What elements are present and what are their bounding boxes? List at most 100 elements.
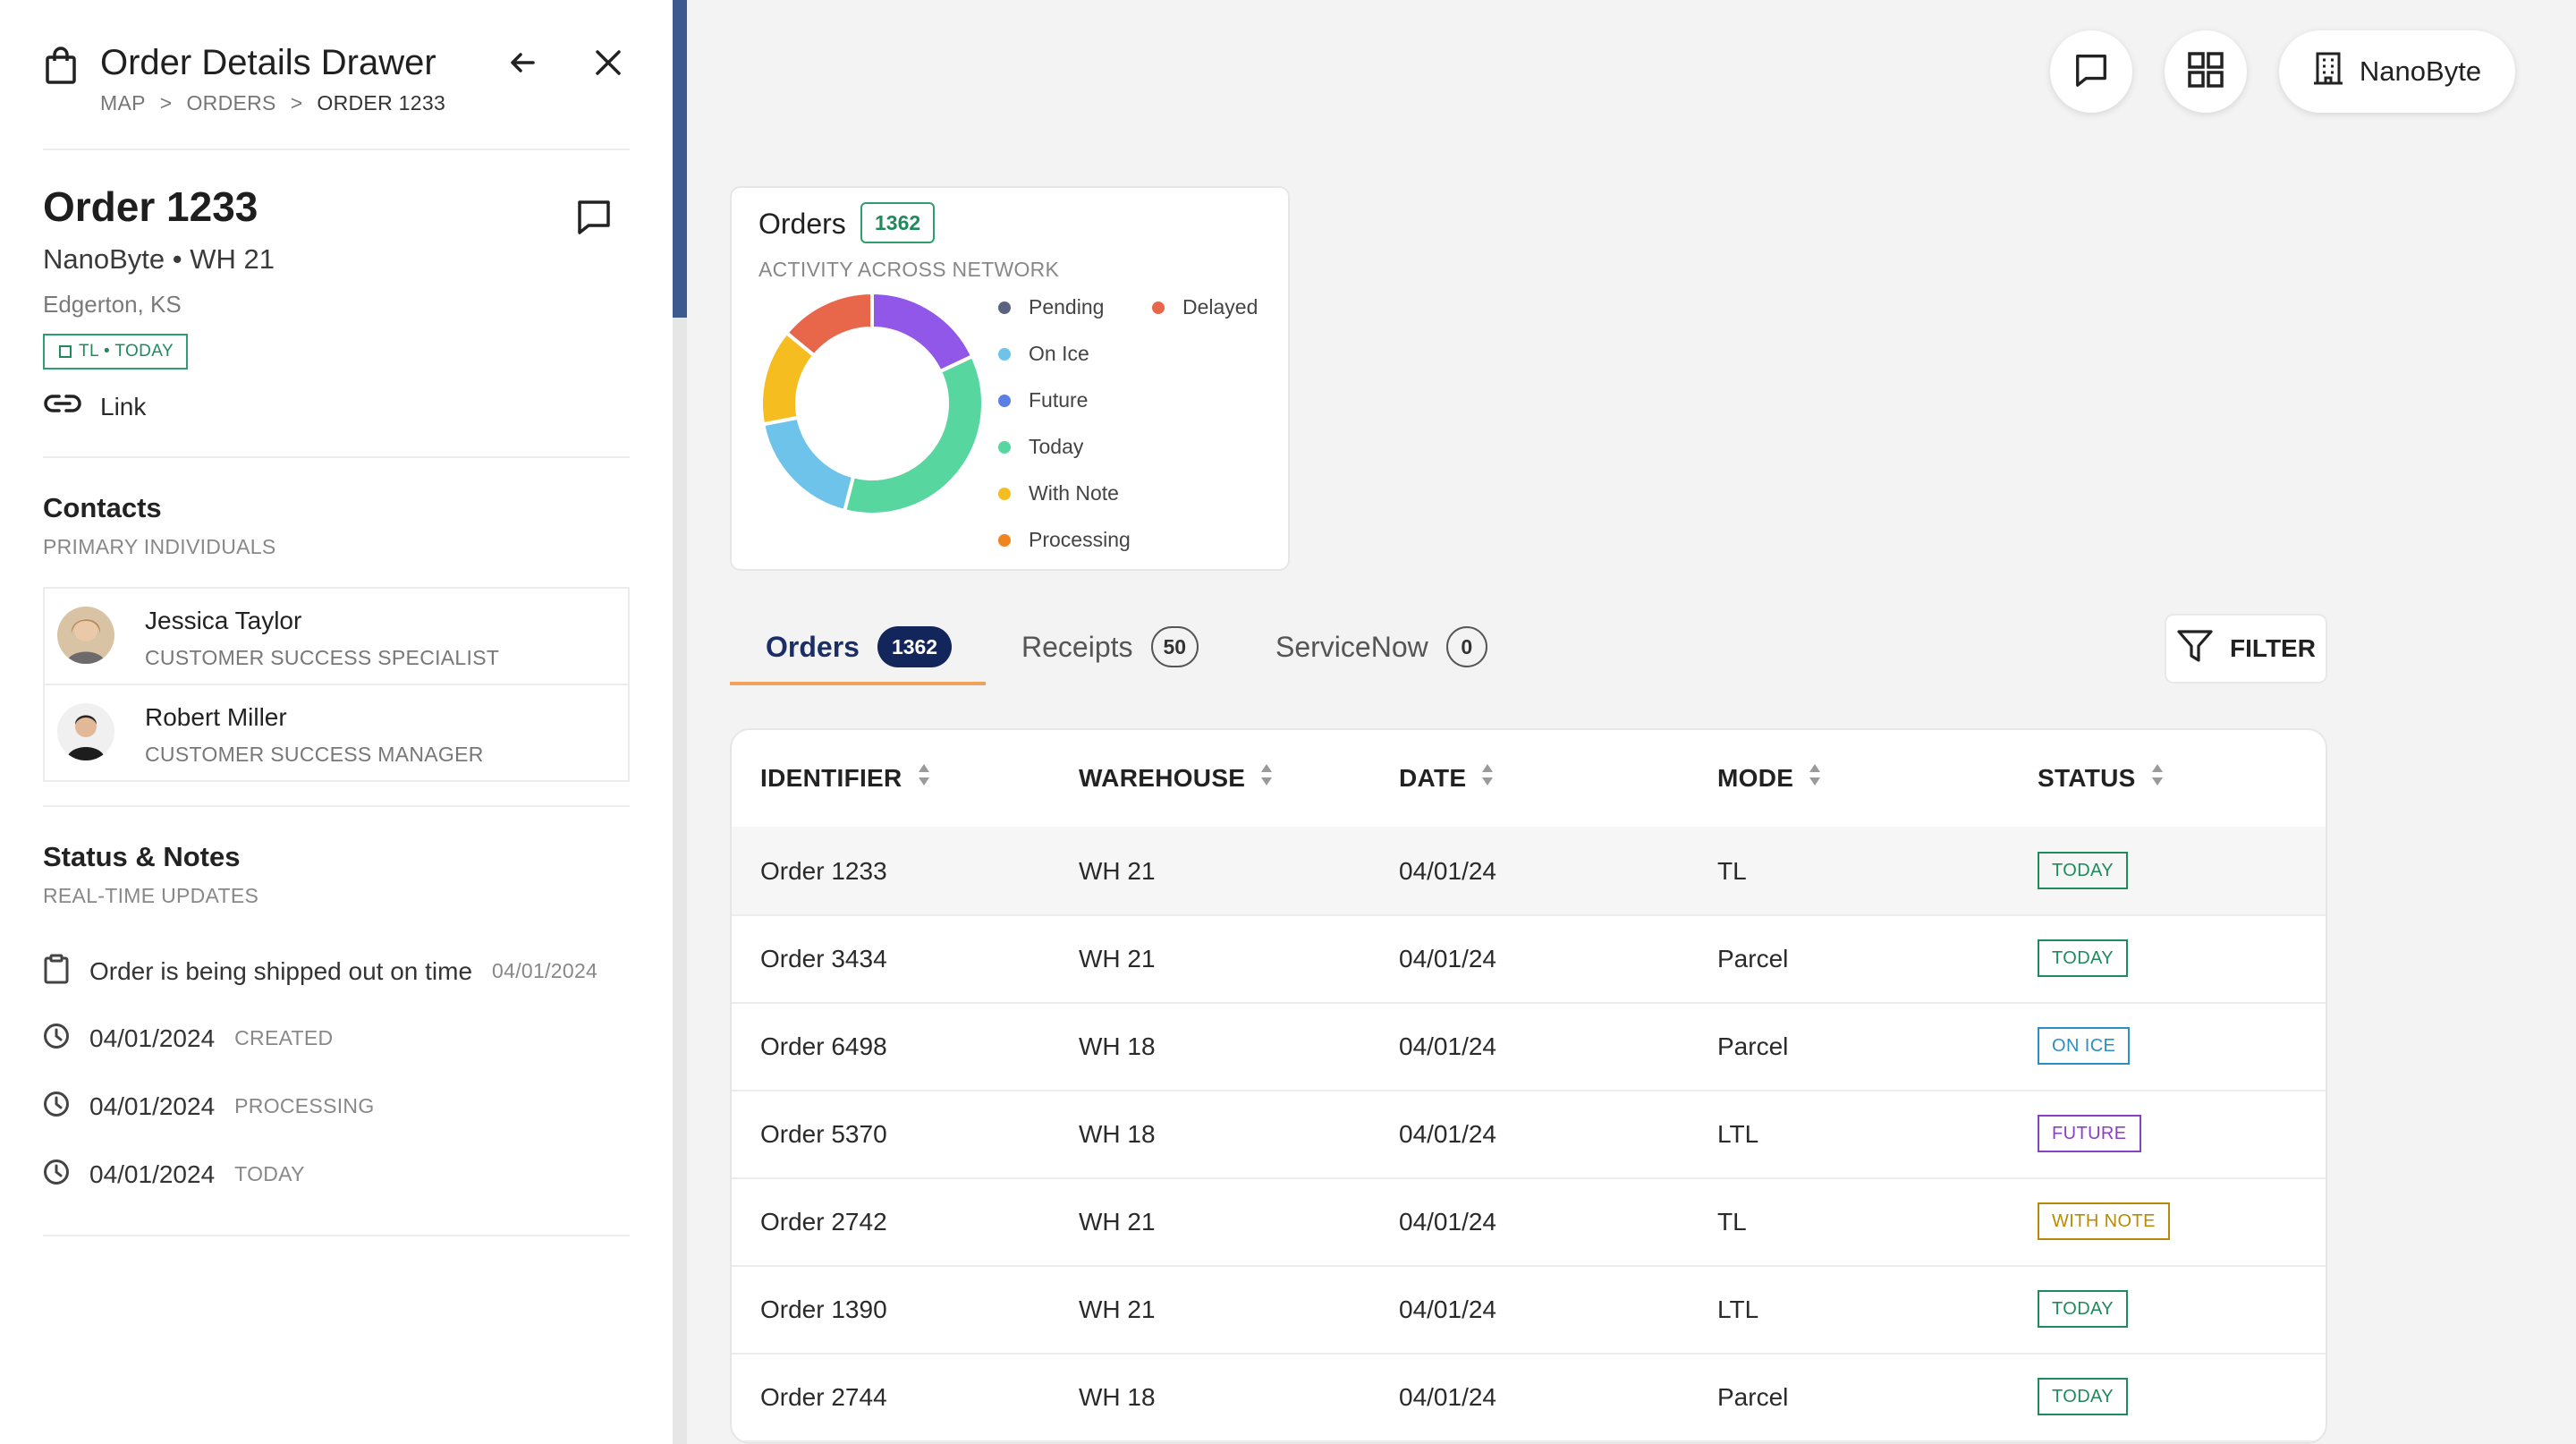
sort-icon[interactable] bbox=[2150, 762, 2165, 794]
sort-icon[interactable] bbox=[1259, 762, 1274, 794]
tab-label: ServiceNow bbox=[1275, 630, 1428, 663]
column-header[interactable]: DATE bbox=[1399, 762, 1495, 794]
status-badge: TODAY bbox=[2038, 1290, 2129, 1328]
column-header[interactable]: WAREHOUSE bbox=[1079, 762, 1274, 794]
column-header-label: DATE bbox=[1399, 763, 1467, 792]
legend-dot-icon bbox=[1152, 301, 1165, 314]
shopping-bag-icon bbox=[43, 47, 79, 90]
orders-donut-chart bbox=[759, 290, 985, 516]
cell-identifier: Order 1233 bbox=[760, 857, 887, 885]
table-row[interactable]: Order 3434 WH 21 04/01/24 Parcel TODAY bbox=[732, 914, 2326, 1004]
donut-slice[interactable] bbox=[784, 290, 874, 359]
legend-dot-icon bbox=[998, 394, 1011, 407]
divider bbox=[43, 805, 630, 807]
column-header[interactable]: IDENTIFIER bbox=[760, 762, 931, 794]
table-row[interactable]: Order 1233 WH 21 04/01/24 TL TODAY bbox=[732, 827, 2326, 916]
legend-item: Delayed bbox=[1152, 295, 1258, 319]
donut-slice[interactable] bbox=[870, 290, 975, 374]
note-text: 04/01/2024 bbox=[89, 1159, 216, 1188]
order-location: Edgerton, KS bbox=[43, 291, 182, 318]
column-header-label: IDENTIFIER bbox=[760, 763, 902, 792]
messages-button[interactable] bbox=[2050, 30, 2132, 113]
organization-button[interactable]: NanoByte bbox=[2279, 30, 2515, 113]
contacts-title: Contacts bbox=[43, 492, 162, 523]
sort-icon[interactable] bbox=[1480, 762, 1495, 794]
legend-label: Processing bbox=[1029, 528, 1131, 551]
cell-identifier: Order 2742 bbox=[760, 1208, 887, 1236]
table-header: IDENTIFIER WAREHOUSE DATE MODE STATUS bbox=[732, 730, 2326, 828]
note-text: 04/01/2024 bbox=[89, 1091, 216, 1120]
filter-button[interactable]: FILTER bbox=[2165, 614, 2327, 684]
clipboard-icon bbox=[43, 954, 70, 989]
note-text: 04/01/2024 bbox=[89, 1024, 216, 1052]
column-header[interactable]: MODE bbox=[1717, 762, 1822, 794]
status-badge: WITH NOTE bbox=[2038, 1202, 2170, 1240]
link-icon bbox=[43, 392, 82, 421]
cell-mode: TL bbox=[1717, 857, 1747, 885]
contact-item[interactable]: Jessica Taylor CUSTOMER SUCCESS SPECIALI… bbox=[45, 589, 628, 685]
status-badge: TODAY bbox=[2038, 1378, 2129, 1415]
breadcrumb-separator: > bbox=[159, 91, 173, 115]
cell-date: 04/01/24 bbox=[1399, 1295, 1496, 1323]
drawer-title: Order Details Drawer bbox=[100, 43, 436, 82]
order-title: Order 1233 bbox=[43, 183, 258, 230]
legend-dot-icon bbox=[998, 487, 1011, 500]
table-row[interactable]: Order 2742 WH 21 04/01/24 TL WITH NOTE bbox=[732, 1177, 2326, 1267]
cell-date: 04/01/24 bbox=[1399, 1383, 1496, 1411]
apps-grid-button[interactable] bbox=[2165, 30, 2247, 113]
breadcrumb-separator: > bbox=[290, 91, 303, 115]
note-meta: TODAY bbox=[234, 1162, 305, 1185]
orders-count-badge: 1362 bbox=[860, 202, 936, 243]
orders-table: IDENTIFIER WAREHOUSE DATE MODE STATUS Order … bbox=[730, 728, 2327, 1444]
cell-warehouse: WH 21 bbox=[1079, 857, 1156, 885]
legend-label: Pending bbox=[1029, 295, 1105, 319]
contacts-list: Jessica Taylor CUSTOMER SUCCESS SPECIALI… bbox=[43, 587, 630, 782]
contact-name: Robert Miller bbox=[145, 703, 287, 731]
order-link[interactable]: Link bbox=[43, 392, 146, 421]
active-tab-indicator bbox=[730, 682, 986, 685]
tab-count-badge: 0 bbox=[1445, 626, 1487, 667]
divider bbox=[43, 1235, 630, 1236]
breadcrumb: MAP > ORDERS > ORDER 1233 bbox=[100, 91, 445, 115]
status-badge: TODAY bbox=[2038, 852, 2129, 889]
cell-mode: Parcel bbox=[1717, 945, 1789, 973]
back-arrow-icon[interactable] bbox=[504, 45, 540, 85]
breadcrumb-orders[interactable]: ORDERS bbox=[186, 91, 276, 115]
note-item: 04/01/2024 TODAY bbox=[43, 1159, 305, 1190]
cell-warehouse: WH 21 bbox=[1079, 945, 1156, 973]
cell-date: 04/01/24 bbox=[1399, 857, 1496, 885]
cell-warehouse: WH 18 bbox=[1079, 1383, 1156, 1411]
legend-item: Processing bbox=[998, 528, 1131, 552]
cell-warehouse: WH 21 bbox=[1079, 1295, 1156, 1323]
table-row[interactable]: Order 5370 WH 18 04/01/24 LTL FUTURE bbox=[732, 1090, 2326, 1179]
filter-icon bbox=[2176, 628, 2214, 670]
breadcrumb-map[interactable]: MAP bbox=[100, 91, 146, 115]
order-subtitle: NanoByte • WH 21 bbox=[43, 243, 275, 275]
donut-slice[interactable] bbox=[842, 353, 985, 516]
legend-label: Delayed bbox=[1182, 295, 1258, 319]
cell-mode: Parcel bbox=[1717, 1383, 1789, 1411]
sort-icon[interactable] bbox=[1808, 762, 1822, 794]
divider bbox=[43, 456, 630, 458]
table-row[interactable]: Order 6498 WH 18 04/01/24 Parcel ON ICE bbox=[732, 1002, 2326, 1091]
column-header[interactable]: STATUS bbox=[2038, 762, 2165, 794]
cell-warehouse: WH 21 bbox=[1079, 1208, 1156, 1236]
chat-icon[interactable] bbox=[574, 197, 614, 241]
legend-item: With Note bbox=[998, 481, 1119, 505]
legend-label: Future bbox=[1029, 388, 1089, 412]
filter-label: FILTER bbox=[2230, 634, 2316, 662]
tab-receipts[interactable]: Receipts 50 bbox=[1021, 626, 1199, 667]
table-row[interactable]: Order 1390 WH 21 04/01/24 LTL TODAY bbox=[732, 1265, 2326, 1355]
table-row[interactable]: Order 2744 WH 18 04/01/24 Parcel TODAY bbox=[732, 1353, 2326, 1442]
contact-item[interactable]: Robert Miller CUSTOMER SUCCESS MANAGER bbox=[45, 685, 628, 780]
tab-servicenow[interactable]: ServiceNow 0 bbox=[1275, 626, 1487, 667]
cell-date: 04/01/24 bbox=[1399, 1120, 1496, 1148]
note-meta: 04/01/2024 bbox=[492, 959, 598, 982]
sort-icon[interactable] bbox=[917, 762, 931, 794]
donut-slice[interactable] bbox=[760, 415, 856, 514]
tab-orders[interactable]: Orders 1362 bbox=[766, 626, 953, 667]
close-icon[interactable] bbox=[590, 45, 626, 85]
note-item: Order is being shipped out on time 04/01… bbox=[43, 954, 597, 989]
link-label: Link bbox=[100, 392, 147, 420]
orders-card-subtitle: ACTIVITY ACROSS NETWORK bbox=[758, 258, 1060, 281]
